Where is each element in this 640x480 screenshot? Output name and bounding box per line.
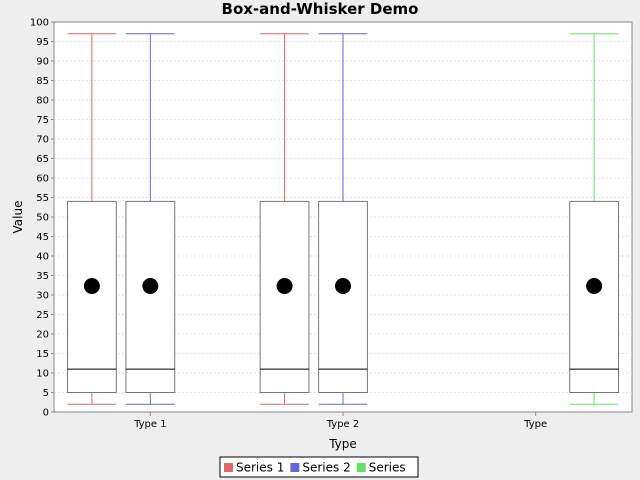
box-plot [66, 33, 117, 405]
mean-marker [83, 278, 100, 295]
y-tick-label: 65 [36, 154, 49, 165]
y-tick-label: 45 [36, 232, 49, 243]
legend-entry: Series 2 [302, 461, 350, 475]
y-tick-label: 80 [36, 96, 49, 107]
legend: Series 1 Series 2 Series [219, 456, 419, 478]
interquartile-box [569, 200, 620, 393]
y-tick-label: 0 [43, 408, 49, 419]
y-tick-label: 10 [36, 369, 49, 380]
y-tick-label: 40 [36, 252, 49, 263]
legend-swatch [290, 463, 300, 472]
y-tick-label: 50 [36, 213, 49, 224]
y-tick-label: 25 [36, 310, 49, 321]
y-tick-label: 35 [36, 271, 49, 282]
y-tick-label: 20 [36, 330, 49, 341]
box-series [66, 33, 620, 405]
legend-swatch [356, 463, 366, 472]
y-tick-label: 100 [30, 18, 49, 29]
interquartile-box [66, 200, 117, 393]
box-plot [318, 33, 368, 405]
legend-box [219, 456, 419, 478]
y-tick-label: 30 [36, 291, 49, 302]
box-plot [259, 33, 310, 405]
x-tick-label: Type 1 [133, 419, 167, 430]
y-tick-label: 70 [36, 135, 49, 146]
y-axis-label: Value [11, 201, 25, 234]
x-axis-ticks: Type 1 Type 2 Type [133, 412, 547, 430]
chart-title: Box-and-Whisker Demo [222, 0, 419, 18]
y-tick-label: 95 [36, 37, 49, 48]
legend-entry: Series 1 [236, 461, 284, 475]
y-tick-label: 75 [36, 115, 49, 126]
y-tick-label: 5 [43, 388, 49, 399]
mean-marker [276, 278, 293, 295]
y-tick-label: 15 [36, 349, 49, 360]
x-axis-label: Type [328, 437, 357, 451]
plot-area: 0 5 10 15 20 25 30 35 40 45 50 55 60 65 70 75 80 85 90 95 10… [30, 18, 633, 430]
interquartile-box [125, 200, 176, 393]
y-tick-label: 60 [36, 174, 49, 185]
mean-marker [142, 278, 159, 295]
interquartile-box [318, 200, 368, 393]
y-axis-ticks: 0 5 10 15 20 25 30 35 40 45 50 55 60 65 70 75 80 85 90 95 10… [30, 18, 54, 419]
legend-entry: Series [369, 461, 406, 475]
y-tick-label: 85 [36, 76, 49, 87]
interquartile-box [259, 200, 310, 393]
x-tick-label: Type 2 [326, 419, 360, 430]
y-tick-label: 55 [36, 193, 49, 204]
x-tick-label: Type [523, 419, 547, 430]
box-plot [569, 33, 620, 405]
box-plot [125, 33, 176, 405]
legend-swatch [224, 463, 233, 472]
mean-marker [586, 278, 603, 295]
y-tick-label: 90 [36, 57, 49, 68]
mean-marker [335, 278, 351, 295]
